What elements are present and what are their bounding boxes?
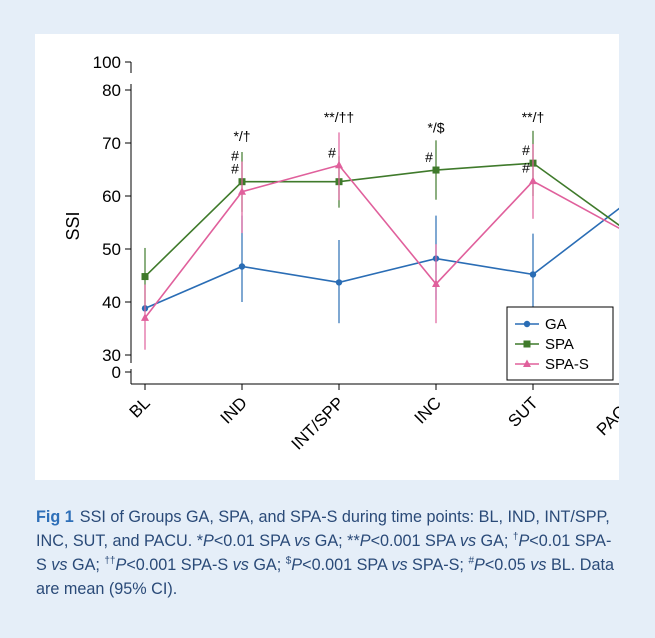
- significance-annotation: #: [328, 144, 336, 160]
- data-point: [141, 313, 149, 321]
- series-line: [144, 164, 619, 319]
- legend-label: SPA: [545, 336, 574, 353]
- significance-annotation: #: [231, 161, 239, 177]
- legend-label: SPA-S: [545, 356, 589, 373]
- y-tick-label: 70: [102, 134, 121, 153]
- significance-annotation: #: [522, 160, 530, 176]
- significance-annotation: **/†: [522, 109, 545, 125]
- data-point: [432, 279, 440, 287]
- x-tick-label: BL: [126, 393, 154, 421]
- series-line: [144, 207, 619, 310]
- series-spa-s: [141, 132, 619, 350]
- significance-annotation: #: [231, 147, 239, 163]
- legend-label: GA: [545, 316, 567, 333]
- x-tick-label: IND: [217, 393, 251, 427]
- ssi-chart: 30 40 50 60 70 80 0 100 SSI BL IND INT/SPP INC SUT PAC…: [63, 53, 619, 454]
- significance-annotation: #: [522, 142, 530, 158]
- data-point: [432, 166, 440, 174]
- series-line: [144, 162, 619, 278]
- x-tick-label: PACU: [593, 393, 619, 439]
- data-point: [238, 263, 246, 270]
- figure-panel: 30 40 50 60 70 80 0 100 SSI BL IND INT/SPP INC SUT PAC…: [35, 34, 619, 480]
- legend-marker: [523, 359, 531, 367]
- caption-label: Fig 1: [36, 508, 74, 526]
- series-spa: [141, 130, 619, 308]
- legend-marker: [523, 320, 531, 328]
- y-tick-label: 100: [93, 53, 121, 72]
- caption-text: SSI of Groups GA, SPA, and SPA-S during …: [36, 508, 614, 598]
- y-tick-label: 80: [102, 81, 121, 100]
- data-point: [529, 176, 537, 185]
- legend-marker: [523, 340, 531, 348]
- x-tick-label: SUT: [504, 393, 541, 430]
- significance-annotation: **/††: [324, 109, 354, 125]
- data-point: [529, 271, 537, 278]
- legend: GA SPA SPA-S: [506, 306, 614, 381]
- data-point: [238, 187, 246, 195]
- figure-caption: Fig 1 SSI of Groups GA, SPA, and SPA-S du…: [36, 505, 622, 601]
- data-point: [141, 273, 149, 281]
- data-point: [335, 279, 343, 286]
- y-tick-label: 0: [112, 363, 121, 382]
- y-tick-label: 30: [102, 346, 121, 365]
- y-tick-label: 50: [102, 240, 121, 259]
- significance-annotation: */$: [427, 119, 444, 135]
- y-tick-label: 40: [102, 293, 121, 312]
- x-tick-label: INC: [411, 393, 445, 427]
- data-point: [335, 160, 343, 169]
- y-axis-label: SSI: [63, 211, 83, 240]
- y-tick-label: 60: [102, 187, 121, 206]
- significance-annotation: */†: [233, 128, 250, 144]
- x-tick-label: INT/SPP: [288, 393, 348, 453]
- significance-annotation: #: [425, 149, 433, 165]
